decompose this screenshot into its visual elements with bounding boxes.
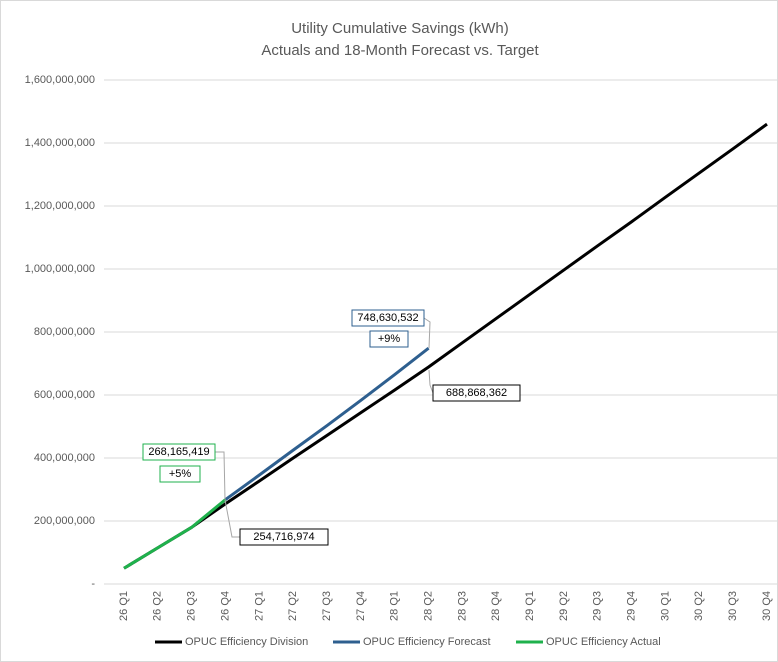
annotation-text: 688,868,362: [446, 387, 507, 399]
x-tick-label: 29 Q4: [626, 591, 638, 621]
annotation-box: [239, 528, 329, 546]
annotation-leader: [428, 369, 434, 394]
x-tick-label: 29 Q2: [558, 591, 570, 621]
x-tick-label: 30 Q4: [761, 591, 773, 621]
x-tick-label: 27 Q1: [253, 591, 265, 621]
annotation-text: 748,630,532: [357, 312, 418, 324]
x-tick-label: 26 Q4: [219, 591, 231, 621]
annotation-text: 268,165,419: [148, 446, 209, 458]
series-line: [123, 498, 227, 570]
x-tick-label: 28 Q3: [456, 591, 468, 621]
x-tick-label: 27 Q3: [321, 591, 333, 621]
annotation-leader: [215, 451, 226, 500]
x-tick-label: 30 Q3: [727, 591, 739, 621]
annotation-leader: [423, 317, 431, 349]
y-tick-label: 1,000,000,000: [25, 263, 95, 275]
annotation-text: +5%: [169, 468, 192, 480]
annotation-box: [142, 443, 216, 461]
y-tick-label: 1,200,000,000: [25, 200, 95, 212]
x-tick-label: 26 Q3: [186, 591, 198, 621]
x-tick-label: 27 Q2: [287, 591, 299, 621]
annotation-box: [369, 330, 409, 348]
x-tick-label: 29 Q3: [592, 591, 604, 621]
series-line: [224, 346, 430, 501]
y-tick-label: 200,000,000: [34, 515, 95, 527]
y-tick-label: 600,000,000: [34, 389, 95, 401]
chart-subtitle: Actuals and 18-Month Forecast vs. Target: [261, 42, 539, 59]
x-tick-label: 29 Q1: [524, 591, 536, 621]
y-tick-label: 800,000,000: [34, 326, 95, 338]
y-tick-label: 1,400,000,000: [25, 137, 95, 149]
x-tick-label: 28 Q1: [389, 591, 401, 621]
annotation-text: 254,716,974: [253, 531, 314, 543]
legend-label: OPUC Efficiency Forecast: [363, 636, 491, 648]
x-tick-label: 28 Q2: [422, 591, 434, 621]
legend-label: OPUC Efficiency Division: [185, 636, 308, 648]
chart-title: Utility Cumulative Savings (kWh): [291, 20, 509, 37]
x-tick-label: 26 Q1: [118, 591, 130, 621]
x-tick-label: 28 Q4: [490, 591, 502, 621]
series-line: [123, 122, 768, 570]
annotation-text: +9%: [378, 333, 401, 345]
annotation-box: [351, 309, 425, 327]
y-tick-label: 400,000,000: [34, 452, 95, 464]
annotation-box: [159, 465, 201, 483]
x-tick-label: 27 Q4: [355, 591, 367, 621]
y-tick-label: -: [91, 578, 95, 590]
annotation-leader: [224, 499, 240, 538]
legend-label: OPUC Efficiency Actual: [546, 636, 661, 648]
x-tick-label: 30 Q1: [659, 591, 671, 621]
x-tick-label: 30 Q2: [693, 591, 705, 621]
x-tick-label: 26 Q2: [152, 591, 164, 621]
annotation-box: [432, 384, 521, 402]
y-tick-label: 1,600,000,000: [25, 74, 95, 86]
